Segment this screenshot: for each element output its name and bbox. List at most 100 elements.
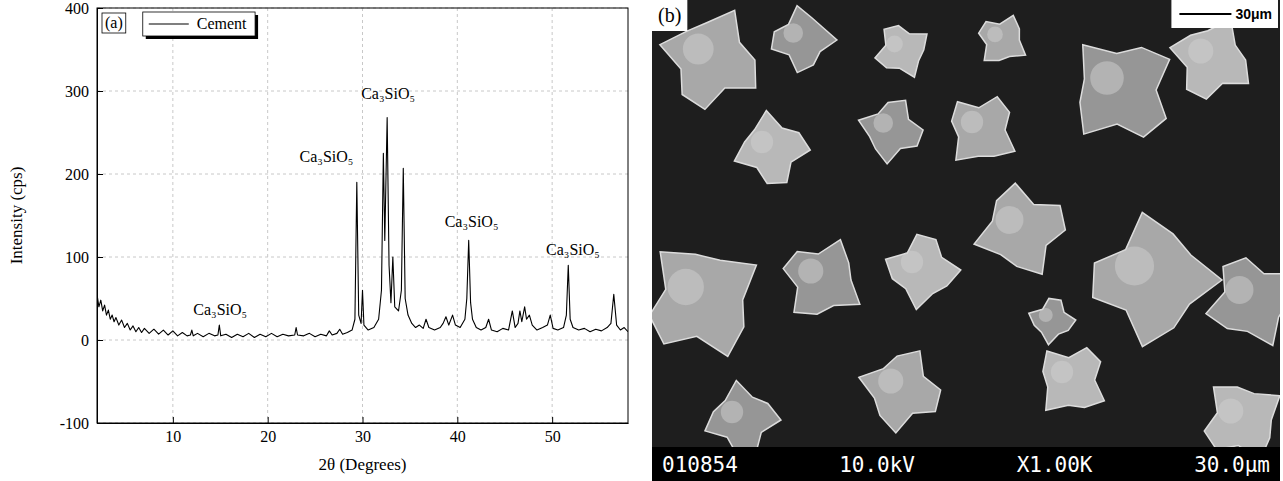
sem-particle-highlight	[1218, 398, 1243, 423]
sem-particle	[952, 97, 1015, 160]
scale-bar-line	[1179, 13, 1231, 15]
grid-line-x	[552, 8, 553, 423]
y-tick-label: 100	[65, 249, 89, 266]
x-tick-label: 20	[260, 428, 276, 445]
sem-particle	[705, 380, 781, 447]
x-tick: 30	[355, 417, 371, 445]
y-tick-label: 400	[65, 0, 89, 17]
sem-particle-highlight	[668, 269, 704, 305]
sem-particle-highlight	[878, 368, 903, 393]
grid-line-y	[97, 340, 628, 341]
panel-a: 10 20 30 40 50 -100 0 100 200 300 400 Ca₃SiO₅ Ca₃SiO…	[7, 0, 629, 474]
legend-box	[143, 12, 255, 36]
sem-particle	[886, 234, 961, 309]
x-tick-mark	[552, 417, 553, 423]
scale-bar-box	[1171, 0, 1278, 28]
data-line	[97, 118, 628, 338]
panel-label-text: (b)	[658, 4, 681, 27]
plot-marks	[97, 118, 628, 338]
x-tick-mark	[173, 417, 174, 423]
sem-particle	[875, 26, 927, 78]
legend-label: Cement	[197, 15, 247, 32]
scale-bar: 30μm	[1171, 0, 1278, 28]
figure: 10 20 30 40 50 -100 0 100 200 300 400 Ca₃SiO₅ Ca₃SiO…	[0, 0, 1283, 481]
legend-swatch	[149, 23, 189, 24]
sem-particle-highlight	[751, 131, 773, 153]
sem-particle-highlight	[1051, 361, 1073, 383]
sem-particle-highlight	[987, 27, 1003, 43]
sem-particle	[979, 15, 1026, 60]
info-bar-background	[652, 447, 1280, 481]
y-tick-mark	[97, 340, 103, 341]
sem-particle	[1029, 298, 1076, 344]
x-tick-mark	[363, 417, 364, 423]
x-tick: 40	[450, 417, 466, 445]
x-tick-label: 40	[450, 428, 466, 445]
y-tick-label: 200	[65, 166, 89, 183]
x-tick-label: 10	[165, 428, 181, 445]
sem-particle-highlight	[1226, 276, 1254, 304]
panel-label-box	[102, 13, 126, 33]
sem-particle	[1206, 258, 1280, 346]
y-tick-label: -100	[60, 415, 89, 432]
panel-label-a: (a)	[102, 13, 126, 33]
x-tick: 50	[545, 417, 561, 445]
peak-label: Ca₃SiO₅	[445, 213, 499, 230]
panel-label-text: (a)	[105, 14, 123, 32]
sem-particle-highlight	[721, 401, 743, 423]
sem-particle-highlight	[996, 206, 1024, 234]
info-bar-text: X1.00K	[1017, 453, 1093, 477]
x-tick-mark	[268, 417, 269, 423]
sem-particle	[1043, 348, 1104, 411]
grid	[97, 8, 628, 423]
annotations: Ca₃SiO₅Ca₃SiO₅Ca₃SiO₅Ca₃SiO₅Ca₃SiO₅	[193, 85, 600, 318]
sem-particle	[783, 240, 860, 315]
scale-bar-label: 30μm	[1235, 6, 1272, 22]
sem-particle-highlight	[1039, 308, 1053, 322]
sem-particle-highlight	[873, 113, 893, 133]
x-tick-label: 50	[545, 428, 561, 445]
info-bar-text: 30.0μm	[1194, 453, 1270, 477]
peak-label: Ca₃SiO₅	[300, 148, 354, 165]
sem-particle-highlight	[961, 111, 983, 133]
sem-particle-highlight	[1188, 38, 1213, 63]
x-tick-label: 30	[355, 428, 371, 445]
peak-label: Ca₃SiO₅	[193, 301, 247, 318]
x-tick-mark	[457, 417, 458, 423]
grid-line-x	[362, 8, 363, 423]
sem-particle	[1080, 45, 1170, 137]
sem-background	[652, 0, 1280, 447]
sem-particle-highlight	[783, 23, 803, 43]
peak-label: Ca₃SiO₅	[361, 85, 415, 102]
panel-label-box	[652, 0, 687, 31]
panel-label-b: (b)	[652, 0, 687, 31]
y-tick: 0	[81, 332, 103, 349]
info-bar-text: 010854	[662, 453, 738, 477]
sem-image	[652, 0, 1280, 447]
info-bar-text: 10.0kV	[839, 453, 915, 477]
sem-particle	[652, 252, 756, 357]
sem-particle	[974, 183, 1065, 274]
y-tick-label: 300	[65, 83, 89, 100]
x-axis: 10 20 30 40 50	[98, 417, 629, 445]
y-tick-mark	[97, 91, 103, 92]
legend: Cement	[143, 12, 258, 39]
plot-frame	[97, 8, 628, 423]
y-tick-label: 0	[81, 332, 89, 349]
sem-particle-highlight	[1090, 61, 1124, 95]
panel-b: (b) 30μm 010854 10.0kV X1.00K 30.0μm	[649, 0, 1283, 481]
sem-particle-highlight	[683, 34, 714, 65]
x-tick: 20	[260, 417, 276, 445]
sem-particle	[1093, 212, 1222, 346]
sem-particle	[1204, 387, 1280, 447]
sem-particle-highlight	[886, 36, 903, 53]
grid-line-x	[172, 8, 173, 423]
sem-particle-highlight	[901, 251, 923, 273]
sem-particle	[734, 111, 810, 184]
grid-line-x	[267, 8, 268, 423]
sem-particle-highlight	[1115, 246, 1154, 285]
sem-particle-highlight	[798, 258, 823, 283]
x-tick: 10	[165, 417, 181, 445]
sem-particle	[859, 100, 924, 164]
sem-particle	[771, 6, 837, 73]
